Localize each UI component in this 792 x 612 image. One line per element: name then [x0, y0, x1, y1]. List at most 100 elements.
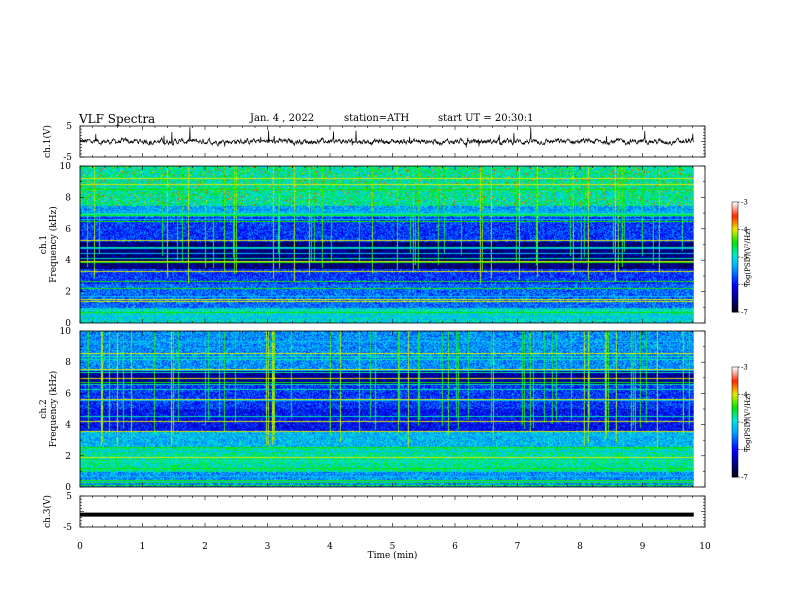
ch1-spectrogram-colorbar-segment [732, 211, 738, 214]
ch2-spectrogram-colorbar-segment [732, 409, 738, 412]
ch1-spectrogram-colorbar-segment [732, 246, 738, 249]
ch2-spectrogram-colorbar-segment [732, 414, 738, 417]
ch1-spectrogram-colorbar-segment [732, 301, 738, 304]
ch2-spectrogram-colorbar-tick-label: -5 [741, 419, 748, 427]
ch2-spectrogram-colorbar-segment [732, 469, 738, 472]
x-tick-label: 7 [515, 542, 521, 552]
ch2-spectrogram-colorbar-tick-label: -7 [741, 474, 748, 482]
ch2-spectrogram-colorbar-segment [732, 403, 738, 406]
ch2-spectrogram-colorbar-segment [732, 411, 738, 414]
ch3-waveform-ytick-label: 5 [66, 492, 72, 502]
start-time-label: start UT = 20:30:1 [438, 113, 534, 124]
ch1-spectrogram-colorbar-label: log(PSD)(V²/Hz) [744, 228, 752, 285]
ch1-spectrogram-colorbar-tick-label: -3 [741, 199, 748, 207]
ch1-spectrogram-colorbar-segment [732, 306, 738, 309]
ch2-spectrogram-colorbar-segment [732, 422, 738, 425]
ch1-spectrogram-ytick-label: 2 [65, 288, 71, 298]
ch1-spectrogram-colorbar-segment [732, 297, 738, 300]
ch1-spectrogram-ytick-label: 8 [65, 193, 71, 203]
ch1-waveform-ytick-label: -5 [63, 153, 72, 163]
ch2-spectrogram-colorbar-segment [732, 471, 738, 474]
ch1-spectrogram-colorbar-segment [732, 253, 738, 256]
ch2-spectrogram-colorbar-segment [732, 407, 738, 410]
ch1-spectrogram-colorbar-segment [732, 249, 738, 252]
x-tick-label: 10 [699, 542, 711, 552]
ch2-spectrogram-colorbar-segment [732, 436, 738, 439]
ch2-spectrogram-colorbar-segment [732, 427, 738, 430]
ch1-spectrogram-colorbar-tick-label: -4 [741, 226, 748, 234]
ch1-spectrogram-colorbar-tick-label: -6 [741, 281, 748, 289]
ch1-spectrogram-colorbar-segment [732, 240, 738, 243]
ch1-spectrogram-colorbar-segment [732, 225, 738, 229]
ch1-spectrogram-colorbar-segment [732, 255, 738, 258]
ch1-spectrogram-colorbar-segment [732, 280, 738, 284]
ch1-spectrogram-colorbar-segment [732, 308, 738, 311]
ch1-spectrogram-colorbar-segment [732, 293, 738, 296]
ch2-spectrogram-colorbar-segment [732, 473, 738, 476]
ch2-spectrogram-colorbar-segment [732, 453, 738, 456]
ch1-spectrogram-colorbar-segment [732, 262, 738, 265]
figure-title: VLF Spectra [79, 112, 156, 126]
ch1-spectrogram-ytick-label: 6 [65, 225, 71, 235]
ch1-spectrogram-colorbar-segment [732, 209, 738, 212]
ch2-spectrogram-colorbar-segment [732, 379, 738, 383]
ch1-spectrogram-colorbar-segment [732, 257, 738, 260]
ch2-spectrogram-colorbar-segment [732, 445, 738, 449]
ch2-spectrogram-ytick-label: 0 [65, 483, 71, 493]
ch2-spectrogram-colorbar-segment [732, 462, 738, 465]
ch2-spectrogram-ytick-label: 8 [65, 358, 71, 368]
ch2-spectrogram-colorbar-tick-label: -3 [741, 364, 748, 372]
ch1-spectrogram-colorbar-segment [732, 277, 738, 280]
ch2-spectrogram-colorbar-segment [732, 451, 738, 454]
ch2-spectrogram-colorbar-segment [732, 381, 738, 384]
ch1-spectrogram-colorbar-segment [732, 269, 738, 273]
ch1-spectrogram-colorbar-segment [732, 290, 738, 293]
ch1-spectrogram-colorbar-segment [732, 288, 738, 291]
ch2-spectrogram-colorbar-segment [732, 466, 738, 469]
ch2-spectrogram-colorbar-segment [732, 442, 738, 445]
ch2-spectrogram-colorbar-segment [732, 376, 738, 379]
ch2-spectrogram-colorbar-segment [732, 464, 738, 467]
ch2-spectrogram-ytick-label: 4 [65, 421, 71, 431]
ch1-spectrogram-colorbar-segment [732, 227, 738, 230]
ch1-spectrogram-ytick-label: 10 [60, 162, 72, 172]
ch1-spectrogram-colorbar-segment [732, 251, 738, 254]
ch1-spectrogram-colorbar-segment [732, 260, 738, 263]
ch1-spectrogram-colorbar-segment [732, 268, 738, 271]
ch2-spectrogram-colorbar-segment [732, 456, 738, 460]
ch3-waveform-frame [79, 495, 706, 528]
ch2-spectrogram-colorbar-segment [732, 433, 738, 436]
ch2-spectrogram-colorbar-segment [732, 418, 738, 421]
ch1-spectrogram-ylabel: Frequency (kHz) [48, 206, 59, 283]
ch2-spectrogram-colorbar-segment [732, 438, 738, 441]
ch1-spectrogram-colorbar-segment [732, 235, 738, 238]
ch2-spectrogram-colorbar-segment [732, 475, 738, 478]
ch2-spectrogram-colorbar-segment [732, 370, 738, 373]
ch1-spectrogram-colorbar-segment [732, 310, 738, 313]
ch2-spectrogram-colorbar-segment [732, 431, 738, 434]
ch2-spectrogram-colorbar-segment [732, 389, 738, 392]
ch1-spectrogram-colorbar-segment [732, 291, 738, 295]
ch2-spectrogram-colorbar-segment [732, 447, 738, 450]
ch2-spectrogram-colorbar-segment [732, 368, 738, 372]
ch1-spectrogram-colorbar: -3 -4 -5 -6 -7 log(PSD)(V²/Hz) [731, 199, 752, 317]
ch1-spectrogram-colorbar-segment [732, 214, 738, 218]
ch2-spectrogram-ytick-label: 2 [65, 452, 71, 462]
ch1-spectrogram-colorbar-segment [732, 284, 738, 287]
ch1-spectrogram-colorbar-segment [732, 207, 738, 210]
ch1-spectrogram-colorbar-segment [732, 213, 738, 216]
ch2-spectrogram-colorbar-segment [732, 405, 738, 408]
ch1-waveform-ylabel: ch.1(V) [42, 125, 53, 158]
ch2-spectrogram-colorbar-segment [732, 401, 738, 405]
ch1-spectrogram-colorbar-segment [732, 258, 738, 262]
ch2-spectrogram-colorbar-tick-label: -6 [741, 446, 748, 454]
ch1-spectrogram-colorbar-segment [732, 218, 738, 221]
ch1-spectrogram-colorbar-tick-label: -7 [741, 309, 748, 317]
ch2-spectrogram-colorbar-segment [732, 390, 738, 394]
ch2-spectrogram-colorbar-segment [732, 392, 738, 395]
ch2-spectrogram-colorbar-tick-label: -4 [741, 391, 748, 399]
x-tick-label: 6 [452, 542, 458, 552]
ch2-spectrogram-colorbar-segment [732, 383, 738, 386]
